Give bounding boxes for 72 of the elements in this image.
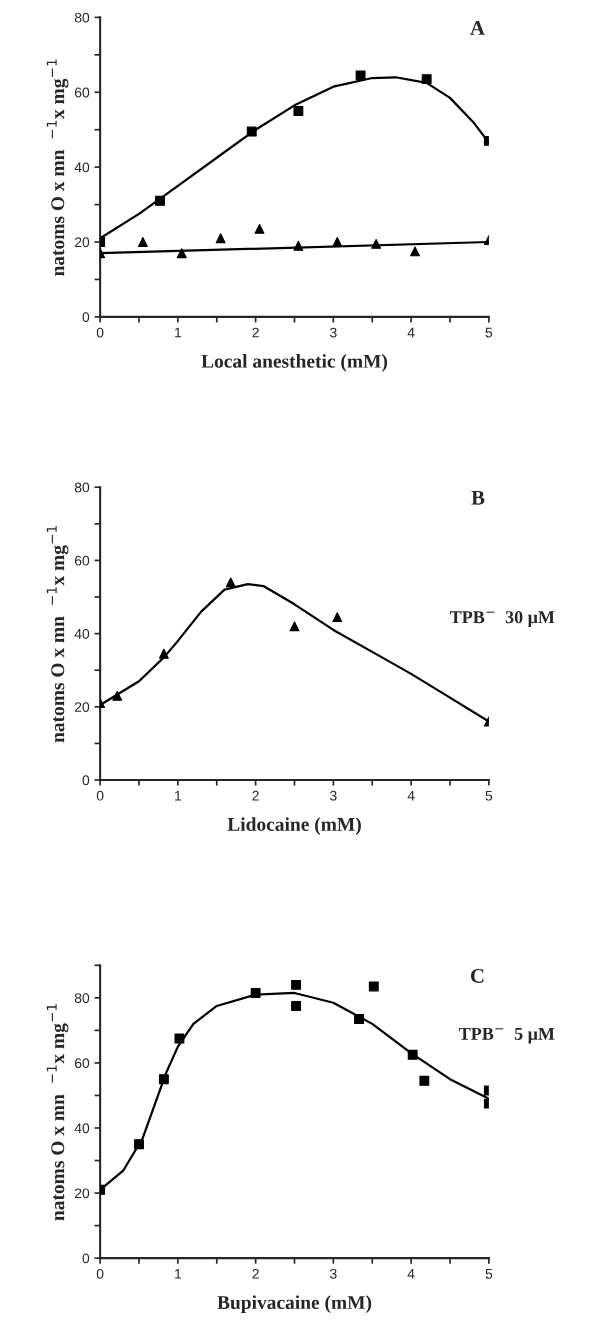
x-tick-label: 2 (252, 1268, 259, 1279)
x-tick-label: 1 (175, 790, 182, 801)
y-tick-label: 40 (74, 162, 90, 173)
x-tick-label: 5 (485, 1269, 493, 1279)
chart-title: B (471, 490, 485, 505)
x-tick-label: 4 (407, 327, 415, 338)
x-tick-label: 3 (330, 1268, 337, 1279)
point (421, 74, 432, 85)
point (291, 979, 302, 990)
point (155, 195, 165, 206)
point (354, 1014, 364, 1024)
x-axis-title: Local anesthetic (mM) (201, 354, 388, 372)
y-tick-label: 20 (74, 702, 90, 712)
chart-title: A (470, 21, 485, 35)
x-tick-label: 4 (407, 1269, 415, 1279)
x-axis-title: Bupivacaine (mM) (217, 1295, 372, 1313)
point (215, 233, 226, 244)
y-axis-title: natoms O x mn $^{−1}$x mg$^{−1}$ (46, 1004, 69, 1221)
point (250, 988, 261, 998)
x-tick-label: 3 (330, 790, 337, 801)
y-tick-label: 80 (74, 482, 90, 493)
x-tick-label: 0 (96, 327, 104, 338)
annotation: TPB$^{−}$ 30 μM (449, 611, 555, 627)
point (158, 1074, 169, 1085)
point (137, 237, 148, 247)
point (134, 1139, 144, 1150)
point (407, 1049, 418, 1060)
y-tick-label: 60 (74, 1058, 90, 1069)
point (332, 612, 343, 623)
point (368, 981, 379, 992)
point (289, 621, 300, 632)
x-tick-label: 5 (485, 790, 493, 801)
y-tick-label: 0 (82, 1253, 90, 1264)
y-tick-label: 60 (74, 87, 90, 98)
x-axis-title: Lidocaine (mM) (227, 817, 361, 835)
point (174, 1033, 185, 1044)
y-tick-label: 20 (74, 1188, 90, 1199)
point (291, 1001, 302, 1011)
y-axis-title: natoms O x mn $^{−1}$x mg$^{−1}$ (46, 59, 69, 276)
x-tick-label: 0 (96, 1268, 104, 1279)
point (332, 237, 343, 247)
point (355, 70, 366, 81)
point (112, 690, 123, 701)
y-tick-label: 80 (74, 993, 90, 1004)
y-tick-label: 40 (74, 628, 90, 639)
point (419, 1075, 430, 1086)
point (293, 106, 304, 116)
point (371, 238, 382, 249)
y-axis-title: natoms O x mn $^{−1}$x mg$^{−1}$ (46, 526, 69, 743)
point (225, 577, 236, 588)
y-tick-label: 0 (82, 775, 90, 786)
x-tick-label: 5 (485, 327, 493, 338)
y-tick-label: 60 (74, 555, 90, 566)
y-tick-label: 0 (82, 312, 90, 323)
chart-title: C (470, 968, 484, 983)
y-tick-label: 80 (74, 12, 90, 23)
x-tick-label: 1 (175, 1269, 182, 1279)
point (410, 246, 420, 257)
point (246, 126, 257, 137)
x-tick-label: 0 (96, 790, 104, 801)
y-tick-label: 40 (74, 1123, 90, 1134)
x-tick-label: 4 (407, 790, 415, 801)
x-tick-label: 2 (252, 790, 259, 801)
annotation: TPB$^{−}$ 5 μM (459, 1027, 555, 1044)
x-tick-label: 1 (175, 327, 182, 338)
x-tick-label: 2 (252, 327, 259, 338)
point (293, 240, 304, 251)
x-tick-label: 3 (330, 327, 337, 338)
point (254, 223, 265, 234)
point (176, 248, 187, 259)
y-tick-label: 20 (74, 237, 90, 248)
point (158, 648, 169, 659)
